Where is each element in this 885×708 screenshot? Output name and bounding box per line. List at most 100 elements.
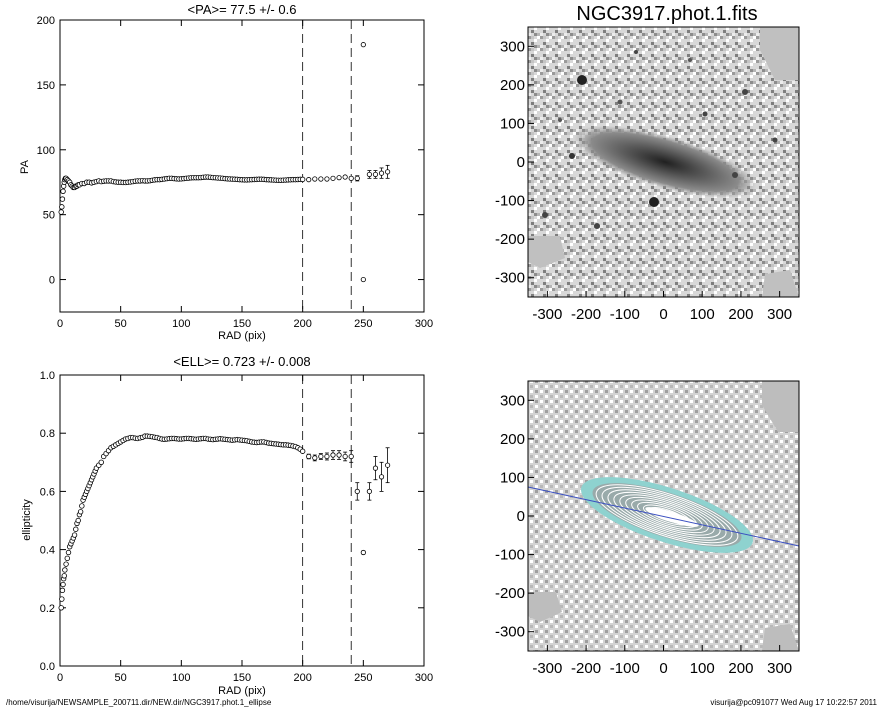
pa-data-point [113,179,119,185]
pa-data-point [261,176,267,183]
pa-data-point [59,196,66,202]
pa-plot-frame [59,19,425,313]
isophote-ellipse [654,509,680,521]
pa-data-point [224,176,231,182]
pa-data-point [249,176,255,183]
pa-y-axis: 0 50 100 150 200 [37,15,424,287]
pa-data-point [100,178,107,184]
ell-data-point [261,439,267,445]
pa-data-point [183,175,189,182]
isophote-ellipse [613,491,721,539]
ell-data-point [75,517,81,524]
pa-data-point [91,179,97,185]
ell-data-point [159,436,165,442]
ell-data-point [280,442,286,448]
pa-data-point [62,176,68,183]
ell-outer-point [384,462,391,468]
ell-data-point [117,439,124,445]
pa-y-tick-label: 150 [37,80,55,92]
ell-data-point [232,437,238,443]
pa-outer-point [372,171,379,178]
isophote-image-x-tick-label: -100 [610,660,640,677]
ell-data-point [215,436,221,442]
isophote-image-x-tick-label: 0 [659,660,667,677]
mask-region-left [528,236,565,268]
pa-data-point [285,177,291,183]
ell-data-point [282,442,289,448]
pa-data-point [139,177,146,184]
isophote-ellipses [595,484,739,546]
mask-region-bottom-2 [762,624,799,651]
ell-outer-point [330,452,336,458]
pa-data-point [251,176,257,183]
pa-x-axis: 0 50 100 150 200 250 300 [57,20,433,330]
ell-data-point [105,447,112,454]
pa-data-point [273,177,279,183]
ell-data-point [77,509,84,515]
ell-outer-point [366,488,372,494]
pa-data-point [282,177,289,183]
ell-data-point [137,435,143,441]
ell-data-point [290,443,296,449]
pa-data-point [98,178,104,185]
image-title: NGC3917.phot.1.fits [576,3,757,25]
ell-data-point [176,436,182,442]
pa-data-point [253,176,260,183]
image-x-tick-label: -100 [610,306,640,323]
pa-data-point [127,179,134,185]
ell-data-point [202,435,209,442]
ell-outer-point [354,488,360,494]
pa-outer-point [348,175,354,181]
pa-data-point [74,183,80,189]
image-x-tick-label: 100 [690,306,715,323]
mask-region-top-right-2 [762,381,799,432]
isophote-image-x-tick-label: 200 [728,660,753,677]
isophote-ellipse [601,486,733,544]
ell-x-tick-label: 300 [415,672,433,684]
pa-y-tick-label: 100 [37,145,55,157]
image-frame [527,26,800,298]
pa-data-point [59,204,65,210]
pa-data-point [120,179,126,186]
ell-data-point [268,440,274,447]
ell-outer-point [336,452,342,458]
ell-x-tick-label: 50 [115,672,127,684]
ell-outer-point [312,455,318,461]
ell-data-point [224,436,231,443]
image-y-tick-label: -100 [495,193,525,210]
isophote-image-y-tick-label: 200 [500,431,525,448]
pa-data-point [200,174,206,180]
ell-y-axis: 0.0 0.2 0.4 0.6 0.8 1.0 [40,370,424,673]
pa-data-point [115,179,121,185]
pa-outer-point [342,174,348,180]
ell-data-point [188,436,194,442]
ell-x-tick-label: 250 [354,672,372,684]
image-x-tick-label: 0 [659,306,667,323]
image-y-tick-label: -200 [495,231,525,248]
pa-x-axis-label: RAD (pix) [218,330,266,342]
pa-data-point [215,175,221,181]
pa-chart-title: <PA>= 77.5 +/- 0.6 [188,2,297,17]
ell-data-point [103,450,109,457]
ell-data-point [144,433,151,439]
ell-data-point [258,439,265,445]
isophote-image-x-tick-label: -300 [532,660,562,677]
ell-data-point [219,436,226,442]
pa-data-point [299,176,306,183]
isophote-ellipse [595,484,739,546]
mask-region-left-2 [528,592,562,622]
pa-data-point [234,176,240,183]
ell-data-point [113,442,119,448]
ell-data-point [273,441,279,447]
ell-data-point [229,437,235,443]
isophote-image-x-tick-label: 100 [690,660,715,677]
ell-data-point [139,434,146,440]
pa-data-point [161,176,168,182]
pa-data-point [168,175,175,182]
footer-file-path: /home/visurija/NEWSAMPLE_200711.dir/NEW.… [6,698,272,707]
pa-data-point [229,176,235,182]
ell-data-point [236,437,243,443]
isophote-ellipse [607,489,727,541]
